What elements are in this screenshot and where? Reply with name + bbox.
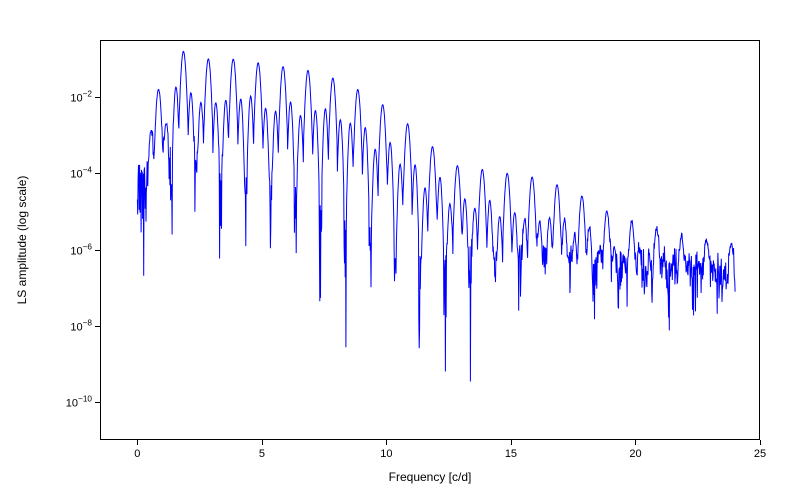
spectrum-line — [0, 0, 800, 500]
figure: LS amplitude (log scale) Frequency [c/d]… — [0, 0, 800, 500]
